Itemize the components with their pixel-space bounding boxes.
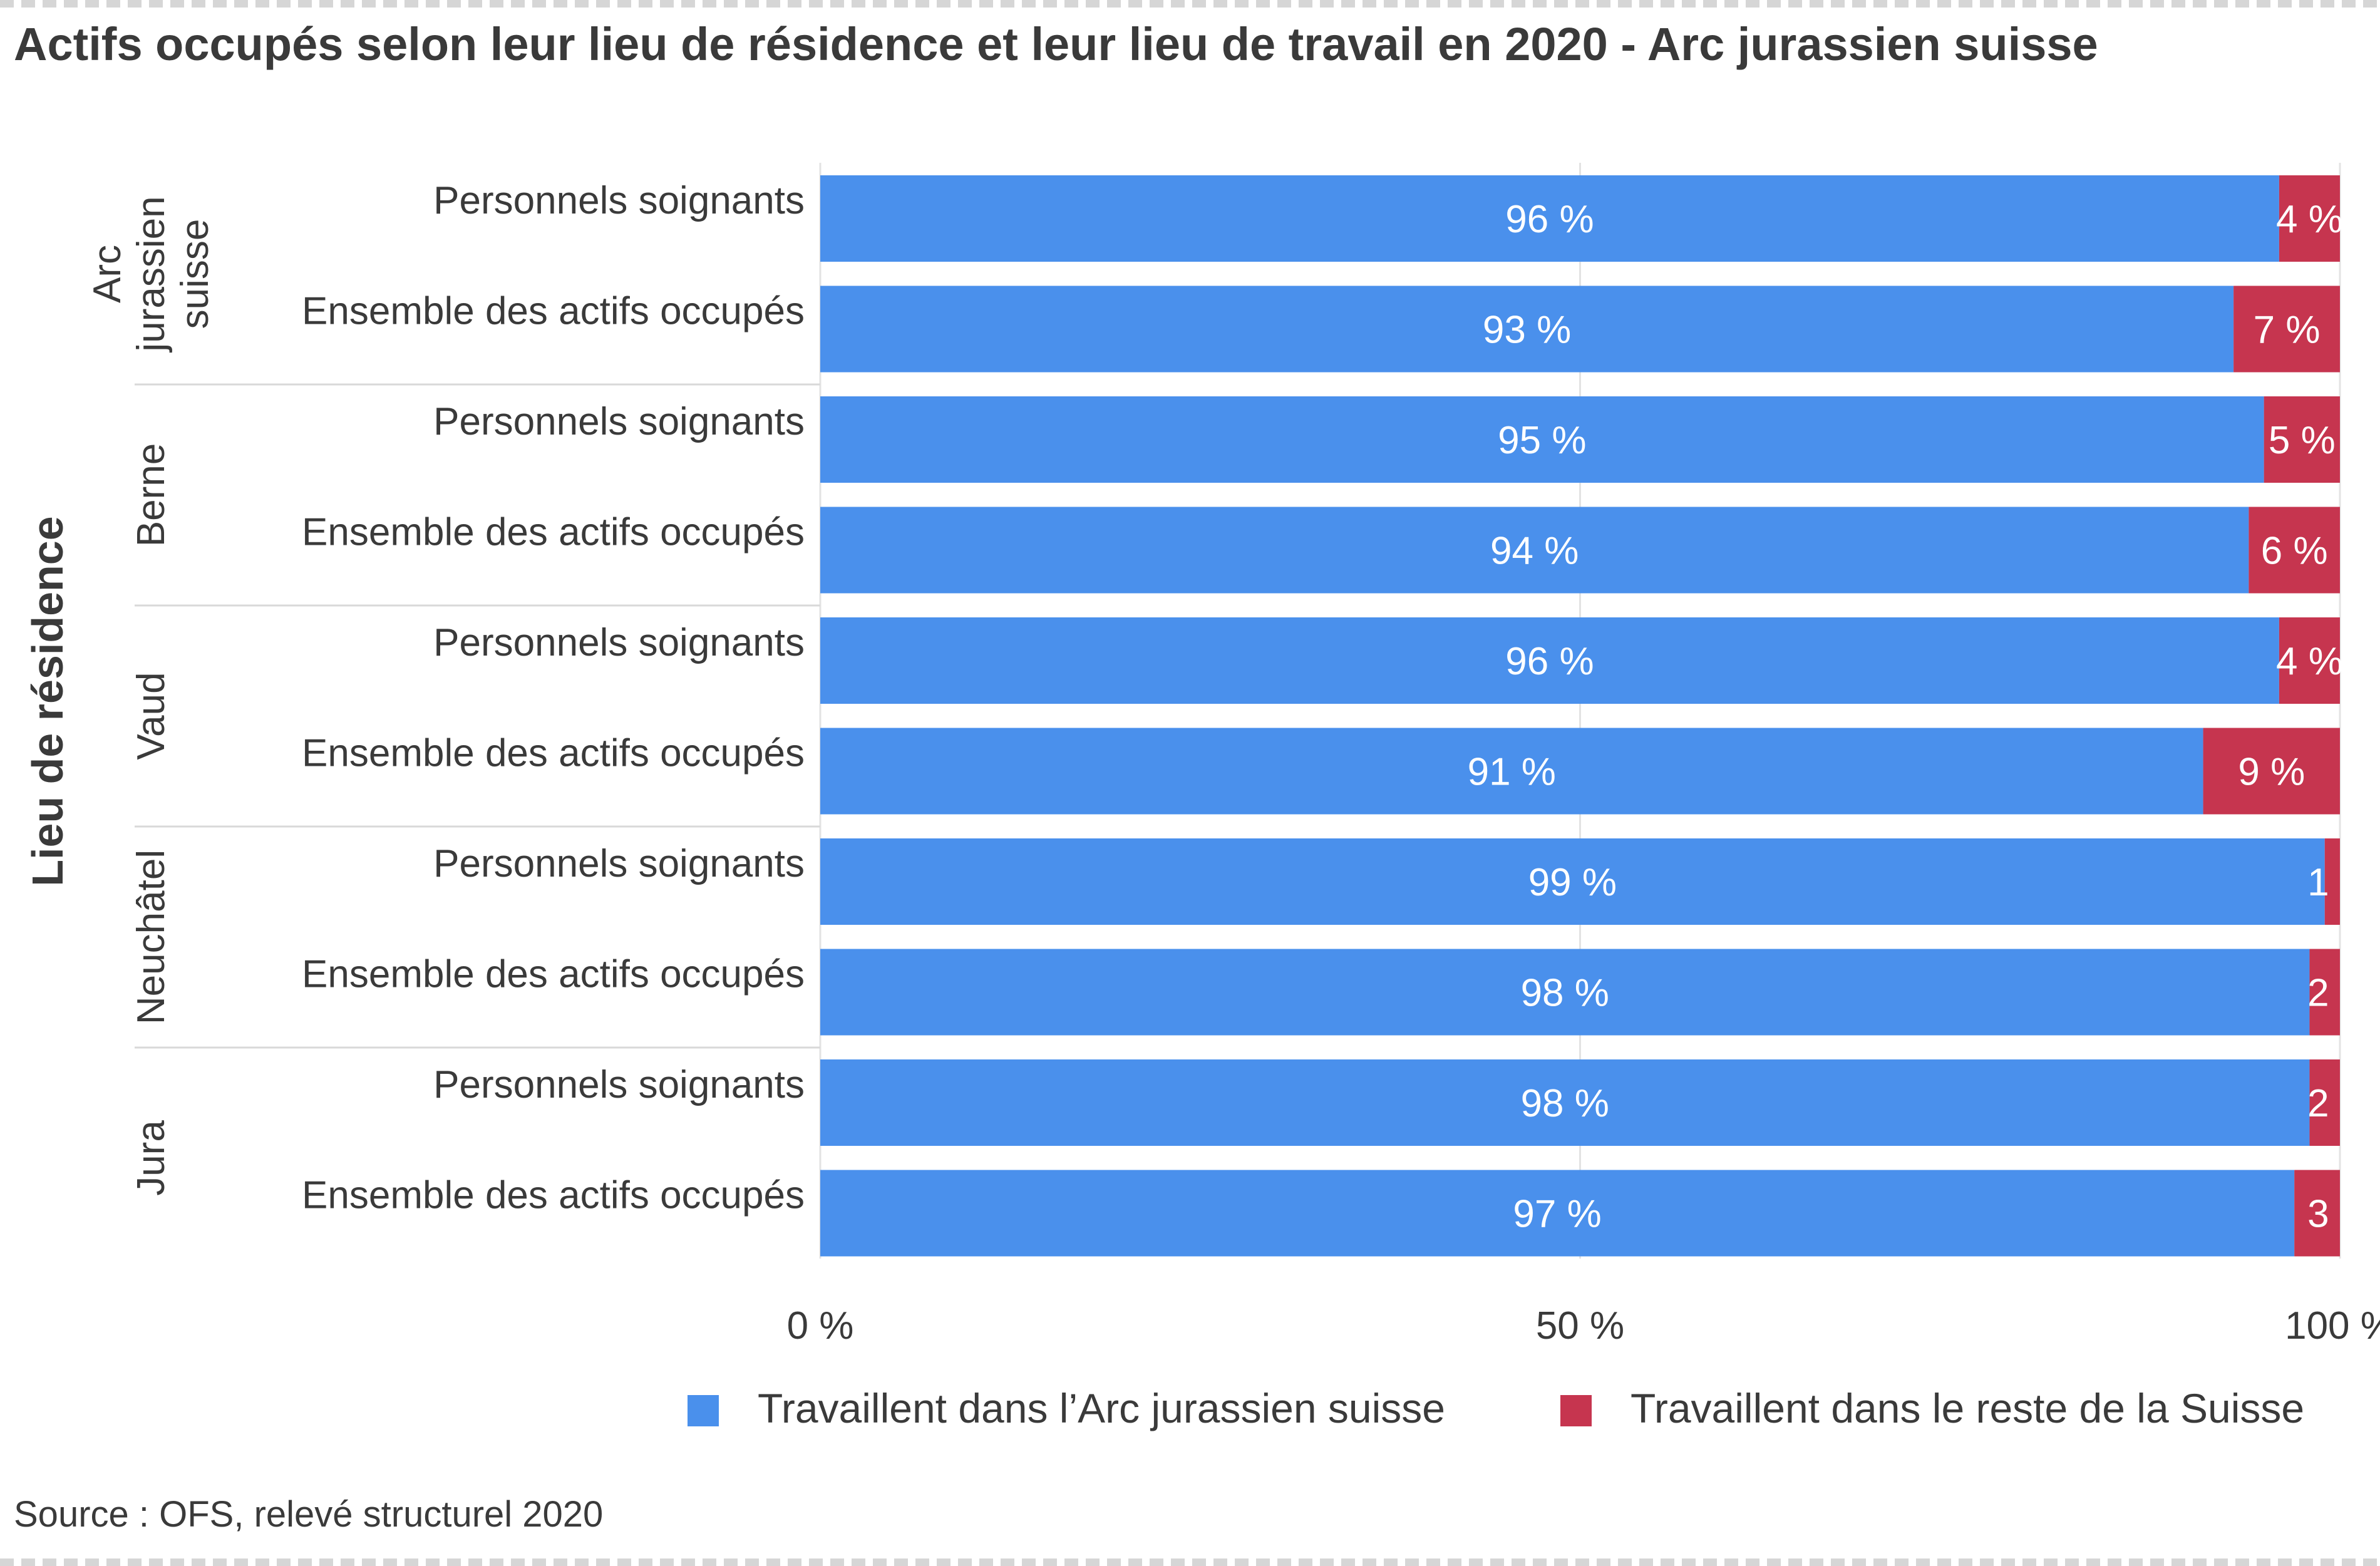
bar-segment-arc xyxy=(820,617,2279,704)
bottom-dashed-border xyxy=(0,1558,2380,1566)
bar-segment-arc xyxy=(820,175,2279,262)
bar-segment-arc xyxy=(820,838,2325,925)
chart-title: Actifs occupés selon leur lieu de réside… xyxy=(14,18,2098,70)
data-label: 9 % xyxy=(2238,751,2305,794)
bar-segment-arc xyxy=(820,396,2264,483)
category-label: Ensemble des actifs occupés xyxy=(302,953,805,996)
category-label: Ensemble des actifs occupés xyxy=(302,1174,805,1217)
category-label: Personnels soignants xyxy=(433,1063,805,1106)
x-tick-label: 100 % xyxy=(2285,1304,2380,1347)
bar-segment-reste xyxy=(2203,728,2340,815)
data-label: 6 % xyxy=(2261,530,2328,573)
legend-swatch xyxy=(1560,1395,1592,1426)
legend-swatch xyxy=(688,1395,719,1426)
data-label: 7 % xyxy=(2254,309,2321,352)
data-label: 96 % xyxy=(1505,198,1594,241)
x-tick-label: 50 % xyxy=(1536,1304,1624,1347)
data-label: 94 % xyxy=(1490,530,1579,573)
group-label: Vaud xyxy=(130,672,173,760)
group-label: Neuchâtel xyxy=(130,850,173,1024)
legend-label: Travaillent dans le reste de la Suisse xyxy=(1630,1385,2304,1431)
data-label: 91 % xyxy=(1468,751,1556,794)
bar-segment-reste xyxy=(2249,507,2340,594)
data-label: 98 % xyxy=(1521,1082,1609,1125)
group-label: Arc xyxy=(86,245,129,303)
bar-segment-arc xyxy=(820,507,2249,594)
group-label: suisse xyxy=(173,219,217,329)
data-label: 3 % xyxy=(2307,1193,2374,1236)
bar-segment-reste xyxy=(2309,1059,2340,1146)
bar-segment-reste xyxy=(2309,949,2340,1036)
data-label: 93 % xyxy=(1483,309,1571,352)
data-label: 99 % xyxy=(1528,861,1617,904)
data-label: 2 % xyxy=(2307,972,2374,1015)
y-axis-title: Lieu de résidence xyxy=(23,516,72,886)
bar-segment-reste xyxy=(2294,1170,2340,1257)
bar-segment-arc xyxy=(820,949,2310,1036)
category-label: Ensemble des actifs occupés xyxy=(302,290,805,333)
group-label: Jura xyxy=(130,1120,173,1196)
bar-segment-reste xyxy=(2264,396,2340,483)
legend-label: Travaillent dans l’Arc jurassien suisse xyxy=(758,1385,1445,1431)
bar-segment-arc xyxy=(820,286,2234,373)
data-label: 98 % xyxy=(1521,972,1609,1015)
bar-segment-reste xyxy=(2324,838,2340,925)
top-dashed-border xyxy=(0,0,2380,8)
data-label: 4 % xyxy=(2276,198,2343,241)
x-tick-label: 0 % xyxy=(787,1304,854,1347)
bar-segment-arc xyxy=(820,1170,2295,1257)
data-label: 4 % xyxy=(2276,640,2343,683)
bar-segment-arc xyxy=(820,1059,2310,1146)
category-label: Ensemble des actifs occupés xyxy=(302,511,805,554)
data-label: 97 % xyxy=(1513,1193,1601,1236)
data-label: 5 % xyxy=(2269,419,2336,462)
data-label: 95 % xyxy=(1498,419,1586,462)
category-label: Personnels soignants xyxy=(433,621,805,664)
category-label: Personnels soignants xyxy=(433,842,805,885)
category-label: Personnels soignants xyxy=(433,400,805,443)
bar-segment-arc xyxy=(820,728,2203,815)
group-label: jurassien xyxy=(130,196,173,353)
category-label: Personnels soignants xyxy=(433,179,805,222)
data-label: 2 % xyxy=(2307,1082,2374,1125)
bar-segment-reste xyxy=(2279,617,2340,704)
source-note: Source : OFS, relevé structurel 2020 xyxy=(14,1494,604,1535)
category-label: Ensemble des actifs occupés xyxy=(302,732,805,775)
data-label: 1 % xyxy=(2307,861,2374,904)
group-label: Berne xyxy=(130,443,173,547)
data-label: 96 % xyxy=(1505,640,1594,683)
bar-segment-reste xyxy=(2233,286,2340,373)
bar-segment-reste xyxy=(2279,175,2340,262)
